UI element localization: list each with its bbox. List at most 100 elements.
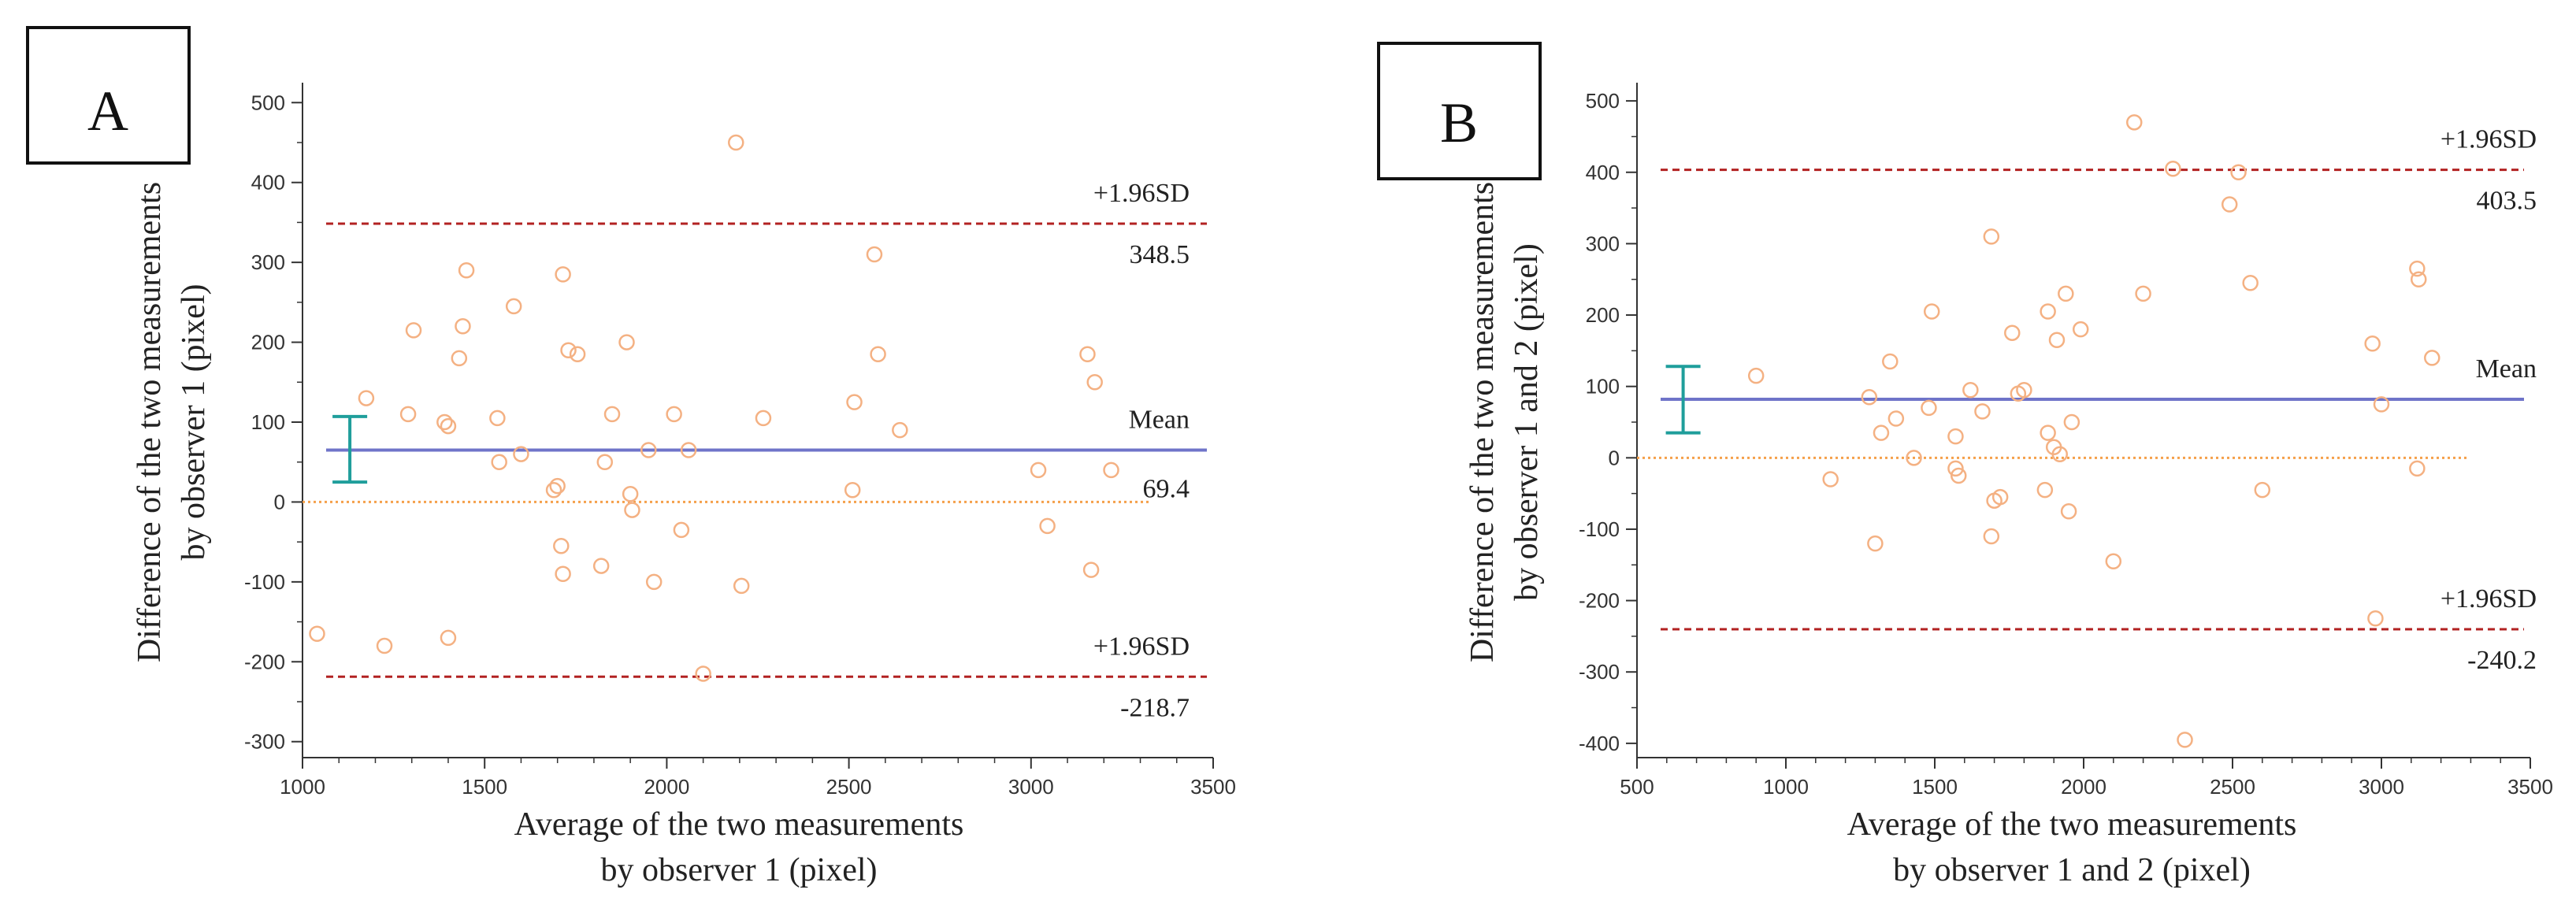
panel-a-data-point <box>1030 462 1047 479</box>
panel-b-data-point <box>1983 228 2000 245</box>
panel-b-data-point <box>2048 332 2066 349</box>
panel-a-data-point <box>870 346 886 363</box>
panel-b-y-tick-label: 100 <box>1586 375 1620 398</box>
panel-b-x-tick-label: 3000 <box>2359 775 2404 799</box>
panel-b-data-point <box>1906 450 1922 466</box>
panel-a-y-axis-title-line: by observer 1 (pixel) <box>176 284 212 560</box>
panel-a-data-point <box>1103 462 1119 479</box>
panel-a-x-tick-label: 2500 <box>826 775 872 799</box>
panel-a-mean-ci-bar <box>332 414 368 484</box>
panel-b-x-axis-title-line: Average of the two measurements <box>1847 806 2297 843</box>
panel-a-y-tick-label: 300 <box>251 250 285 274</box>
panel-b-x-tick-label: 2000 <box>2061 775 2106 799</box>
panel-b-data-point <box>2105 553 2122 569</box>
panel-a-data-point <box>440 417 457 435</box>
panel-a-data-point <box>624 502 640 518</box>
panel-b-data-point <box>1747 367 1765 384</box>
panel-a-data-point <box>358 390 375 406</box>
panel-b-mean-label: Mean <box>2476 354 2537 384</box>
panel-a-plot: -300 -200 -100 0 100 200 300 400 500 1000 1500 2000… <box>132 83 1236 888</box>
panel-b-data-point <box>2373 396 2390 413</box>
panel-a-data-point <box>680 442 697 458</box>
panel-a-upper-limit-label: +1.96SD <box>1093 179 1190 208</box>
panel-a-data-point <box>1039 517 1056 535</box>
panel-b-data-point <box>2367 610 2384 627</box>
panel-b-y-axis-title-line: by observer 1 and 2 (pixel) <box>1509 243 1545 601</box>
panel-b-data-point <box>2242 275 2259 291</box>
panel-b-data-point <box>2060 503 2077 520</box>
panel-b-data-point <box>2411 271 2427 287</box>
panel-a-data-point <box>560 342 577 358</box>
panel-b-y-tick-label: -300 <box>1579 660 1620 684</box>
panel-b-data-point <box>2126 114 2143 131</box>
panel-a-x-tick-label: 3000 <box>1008 775 1054 799</box>
panel-a-data-point <box>553 537 570 554</box>
panel-a-y-tick-label: 0 <box>274 490 285 513</box>
panel-a-data-point <box>1082 562 1100 578</box>
panel-a-data-point <box>555 565 571 582</box>
panel-b-y-tick-label: -100 <box>1579 517 1620 541</box>
panel-b-data-point <box>2254 481 2271 499</box>
panel-a-data-point <box>695 665 711 682</box>
panel-b-x-tick-label: 2500 <box>2210 775 2255 799</box>
panel-b-letter-box <box>1377 42 1542 180</box>
panel-b-data-point <box>2424 350 2441 366</box>
panel-b-x-tick-label: 1500 <box>1912 775 1958 799</box>
panel-b-data-point <box>2036 481 2054 499</box>
panel-a-data-point <box>569 346 586 363</box>
panel-b-y-tick-label: 0 <box>1609 446 1620 469</box>
panel-a-data-point <box>645 573 663 591</box>
panel-b-mean-ci-bar <box>1665 365 1701 435</box>
panel-b-data-point <box>2409 460 2426 477</box>
panel-a-data-point <box>755 410 772 427</box>
panel-a-letter-box <box>26 26 191 165</box>
panel-a-y-tick-label: 200 <box>251 331 285 354</box>
panel-b-data-point <box>2409 260 2426 277</box>
panel-a-mean-label: Mean <box>1129 406 1190 435</box>
panel-b-y-tick-label: 200 <box>1586 303 1620 327</box>
panel-a-data-point <box>640 442 657 458</box>
panel-a-data-point <box>733 577 750 595</box>
panel-b-x-axis-title-line: by observer 1 and 2 (pixel) <box>1893 852 2251 888</box>
panel-a: A -300 -200 -100 0 100 200 300 400 500 1000 1500 20… <box>26 26 1236 888</box>
panel-b-data-point <box>1923 303 1940 320</box>
panel-b-data-point <box>1861 389 1878 406</box>
panel-a-data-point <box>455 318 471 335</box>
panel-b-y-tick-label: 500 <box>1586 89 1620 113</box>
panel-a-data-point <box>618 334 635 350</box>
panel-a-y-tick-label: 100 <box>251 410 285 434</box>
panel-a-data-point <box>513 446 529 462</box>
panel-b-data-point <box>1983 528 2000 545</box>
panel-a-data-point <box>603 406 621 423</box>
panel-a-data-point <box>458 262 475 279</box>
panel-a-data-point <box>1086 374 1103 391</box>
panel-a-data-point <box>451 350 468 367</box>
panel-a-data-point <box>545 481 562 499</box>
panel-a-data-point <box>555 266 571 283</box>
panel-b-data-point <box>2072 321 2089 338</box>
panel-b: B -400 -300 -200 -100 0 100 200 300 400 500 500 100… <box>1377 42 2553 888</box>
panel-a-lower-limit-value: -218.7 <box>1120 693 1190 722</box>
panel-b-data-point <box>1974 403 1991 420</box>
panel-a-x-tick-label: 2000 <box>644 775 689 799</box>
panel-b-y-tick-label: 400 <box>1586 161 1620 184</box>
panel-a-data-point <box>309 625 325 643</box>
panel-a-data-point <box>399 406 417 423</box>
panel-b-data-point <box>1947 460 1964 477</box>
panel-b-data-point <box>1873 424 1890 441</box>
panel-b-upper-limit-label: +1.96SD <box>2441 125 2537 154</box>
panel-b-data-point <box>2063 413 2080 431</box>
panel-a-y-axis-title-line: Difference of the two measurements <box>132 182 168 662</box>
panel-a-y-tick-label: -200 <box>244 650 285 673</box>
panel-b-data-point <box>2230 164 2247 181</box>
panel-b-data-point <box>2051 446 2069 463</box>
panel-a-data-point <box>844 481 861 499</box>
panel-a-data-point <box>596 454 614 470</box>
panel-b-data-point <box>1950 467 1967 484</box>
panel-b-data-point <box>2165 160 2181 177</box>
panel-b-data-point <box>2058 285 2074 302</box>
panel-a-x-tick-label: 3500 <box>1190 775 1236 799</box>
panel-a-data-point <box>866 246 883 263</box>
panel-a-y-tick-label: 500 <box>251 91 285 114</box>
